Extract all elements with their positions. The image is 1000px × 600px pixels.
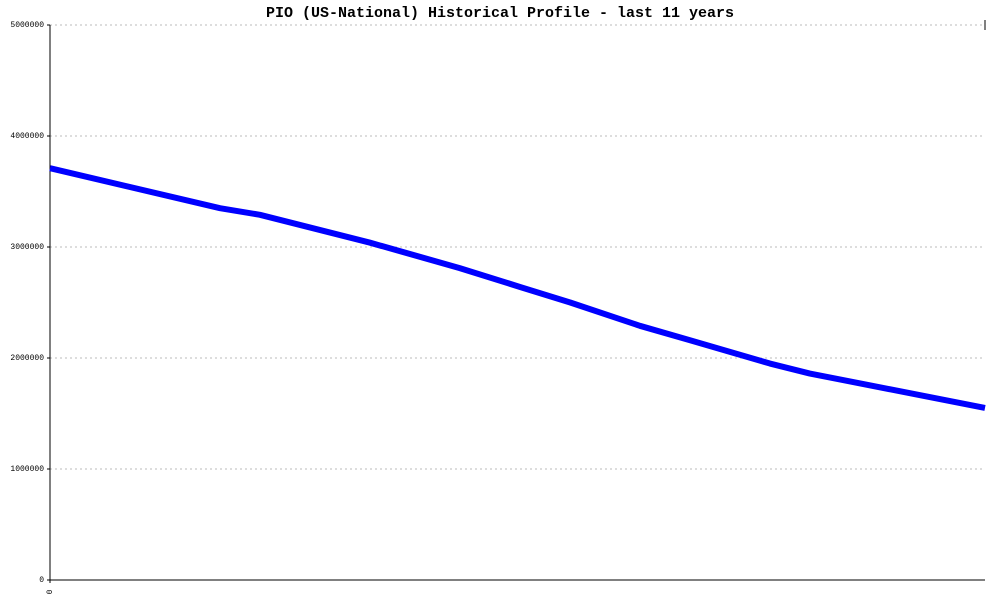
chart-title: PIO (US-National) Historical Profile - l… xyxy=(266,5,734,22)
y-tick-label: 0 xyxy=(39,576,44,585)
x-tick-label: 0 xyxy=(46,589,55,594)
line-series xyxy=(49,165,986,411)
y-tick-label: 4000000 xyxy=(10,132,44,141)
y-tick-label: 1000000 xyxy=(10,465,44,474)
y-tick-label: 3000000 xyxy=(10,243,44,252)
y-tick-label: 2000000 xyxy=(10,354,44,363)
y-tick-label: 5000000 xyxy=(10,21,44,30)
